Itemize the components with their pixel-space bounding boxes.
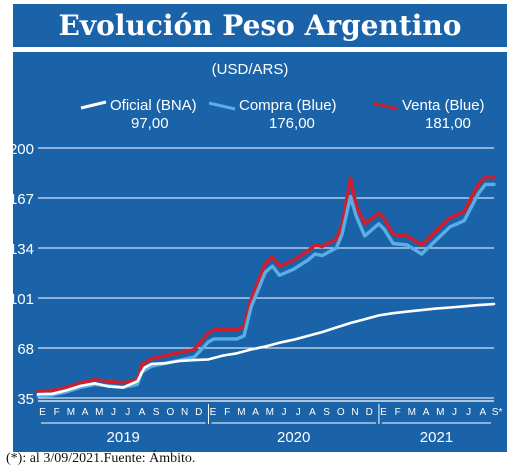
grid-lines	[38, 147, 494, 399]
y-axis-ticks: 200 167 134 101 68 35	[13, 141, 34, 408]
series-lines	[36, 175, 496, 398]
legend-label-compra: Compra (Blue)	[239, 97, 337, 114]
series-line-compra	[36, 182, 496, 398]
x-month-label: D	[195, 407, 202, 418]
line-chart: (USD/ARS) Oficial (BNA) 97,00 Compra (Bl…	[13, 61, 502, 446]
x-month-label: J	[452, 407, 457, 418]
legend-swatch-compra	[208, 101, 236, 111]
x-month-label: A	[423, 407, 430, 418]
x-month-label: D	[366, 407, 373, 418]
x-month-label: M	[266, 407, 274, 418]
x-month-label: M	[436, 407, 444, 418]
x-month-label: F	[395, 407, 401, 418]
y-tick-label: 68	[17, 341, 34, 358]
x-year-label: 2019	[107, 429, 140, 446]
legend-swatch-venta	[372, 101, 399, 111]
x-month-label: F	[54, 407, 60, 418]
x-month-label: E	[210, 407, 217, 418]
x-axis-month-ticks: E F M A M J J A S O N D E F M A M J J A S O N D E F M A M J J A S*	[39, 407, 502, 418]
legend-item-oficial: Oficial (BNA) 97,00	[80, 97, 197, 132]
x-month-label: M	[408, 407, 416, 418]
x-month-label: N	[351, 407, 358, 418]
y-tick-label: 101	[13, 291, 34, 308]
x-month-label: J	[296, 407, 301, 418]
x-month-label: E	[39, 407, 46, 418]
legend-value-oficial: 97,00	[131, 115, 169, 132]
x-month-label: S*	[492, 407, 503, 418]
y-tick-label: 200	[13, 141, 34, 158]
x-month-label: M	[95, 407, 103, 418]
y-tick-label: 167	[13, 191, 34, 208]
legend-item-venta: Venta (Blue) 181,00	[372, 97, 485, 132]
x-month-label: A	[139, 407, 146, 418]
legend-value-compra: 176,00	[269, 115, 315, 132]
unit-label: (USD/ARS)	[212, 61, 289, 78]
x-month-label: O	[166, 407, 174, 418]
x-month-label: A	[82, 407, 89, 418]
x-month-label: E	[380, 407, 387, 418]
x-month-label: J	[281, 407, 286, 418]
x-month-label: J	[125, 407, 130, 418]
x-month-label: S	[153, 407, 160, 418]
footnote: (*): al 3/09/2021.Fuente: Ámbito.	[6, 451, 196, 466]
legend-label-venta: Venta (Blue)	[402, 97, 485, 114]
x-month-label: M	[67, 407, 75, 418]
y-tick-label: 35	[17, 391, 34, 408]
x-axis-years: 2019 2020 2021	[41, 404, 491, 446]
x-month-label: J	[466, 407, 471, 418]
x-month-label: O	[337, 407, 345, 418]
x-month-label: M	[237, 407, 245, 418]
chart-title: Evolución Peso Argentino	[13, 4, 507, 47]
x-year-label: 2021	[420, 429, 453, 446]
x-month-label: A	[309, 407, 316, 418]
x-month-label: N	[181, 407, 188, 418]
legend-item-compra: Compra (Blue) 176,00	[208, 97, 337, 132]
series-line-venta	[36, 175, 496, 394]
x-month-label: S	[323, 407, 330, 418]
x-month-label: F	[224, 407, 230, 418]
x-month-label: A	[252, 407, 259, 418]
legend-label-oficial: Oficial (BNA)	[110, 97, 197, 114]
legend-swatch-oficial	[80, 100, 107, 110]
x-month-label: A	[480, 407, 487, 418]
chart-panel: (USD/ARS) Oficial (BNA) 97,00 Compra (Bl…	[13, 52, 507, 452]
series-line-oficial	[36, 302, 496, 396]
legend: Oficial (BNA) 97,00 Compra (Blue) 176,00…	[80, 97, 485, 132]
x-month-label: J	[111, 407, 116, 418]
x-year-label: 2020	[277, 429, 310, 446]
y-tick-label: 134	[13, 241, 34, 258]
legend-value-venta: 181,00	[425, 115, 471, 132]
